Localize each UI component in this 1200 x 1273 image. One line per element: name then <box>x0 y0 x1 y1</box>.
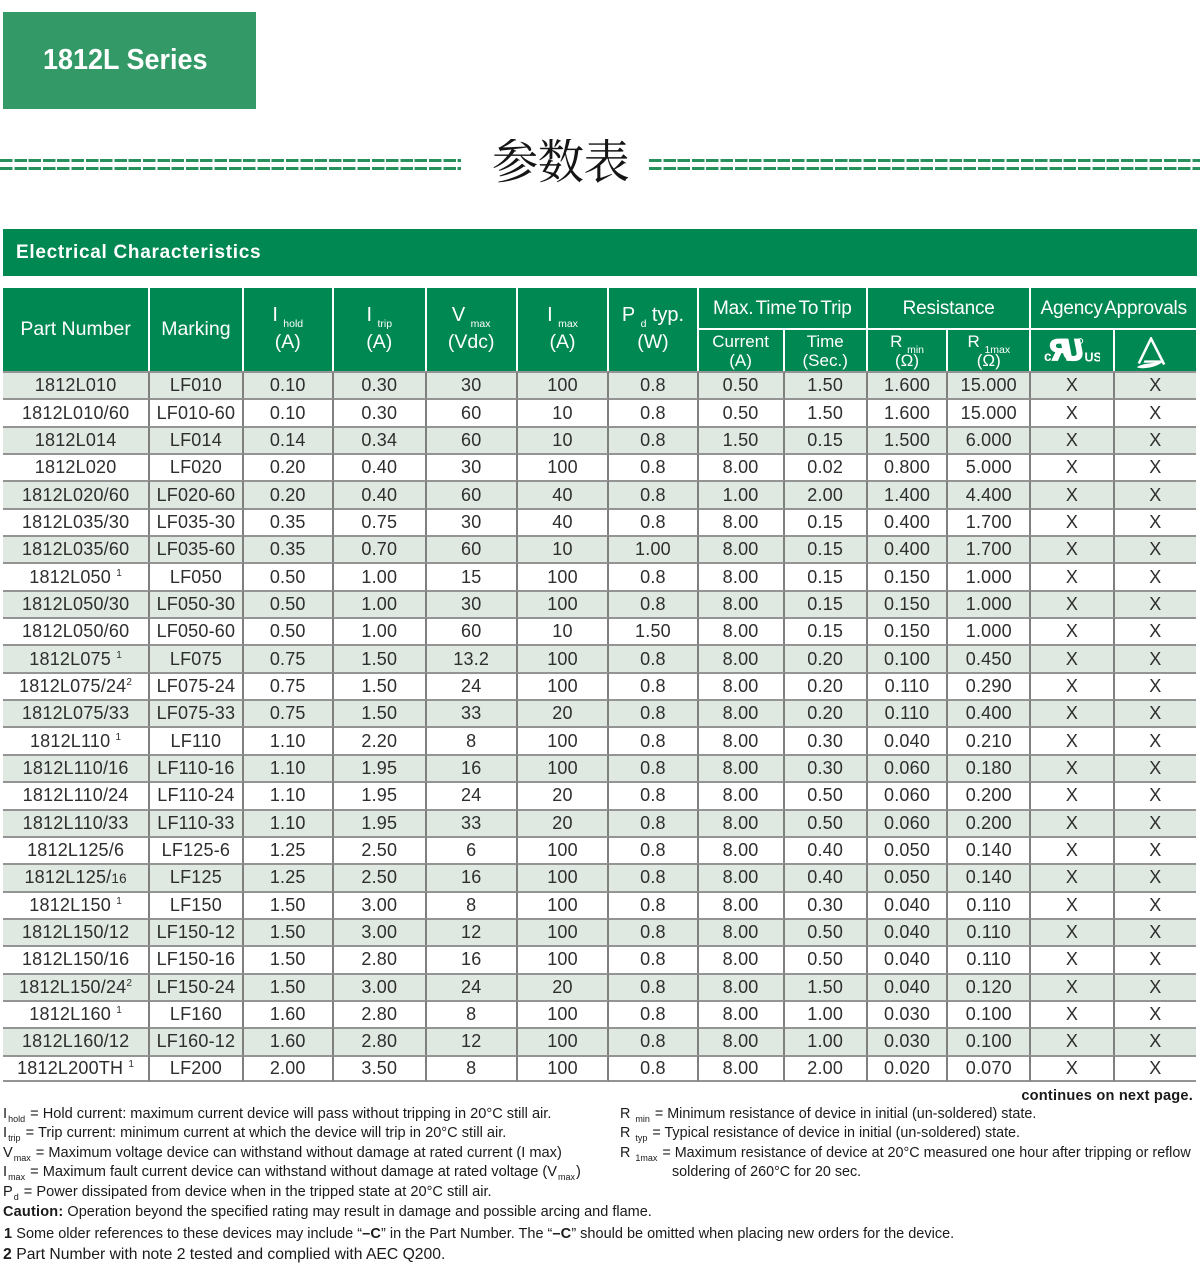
svg-text:UR: UR <box>1050 336 1083 366</box>
svg-text:US: US <box>1085 351 1101 365</box>
svg-text:c: c <box>1044 349 1052 364</box>
